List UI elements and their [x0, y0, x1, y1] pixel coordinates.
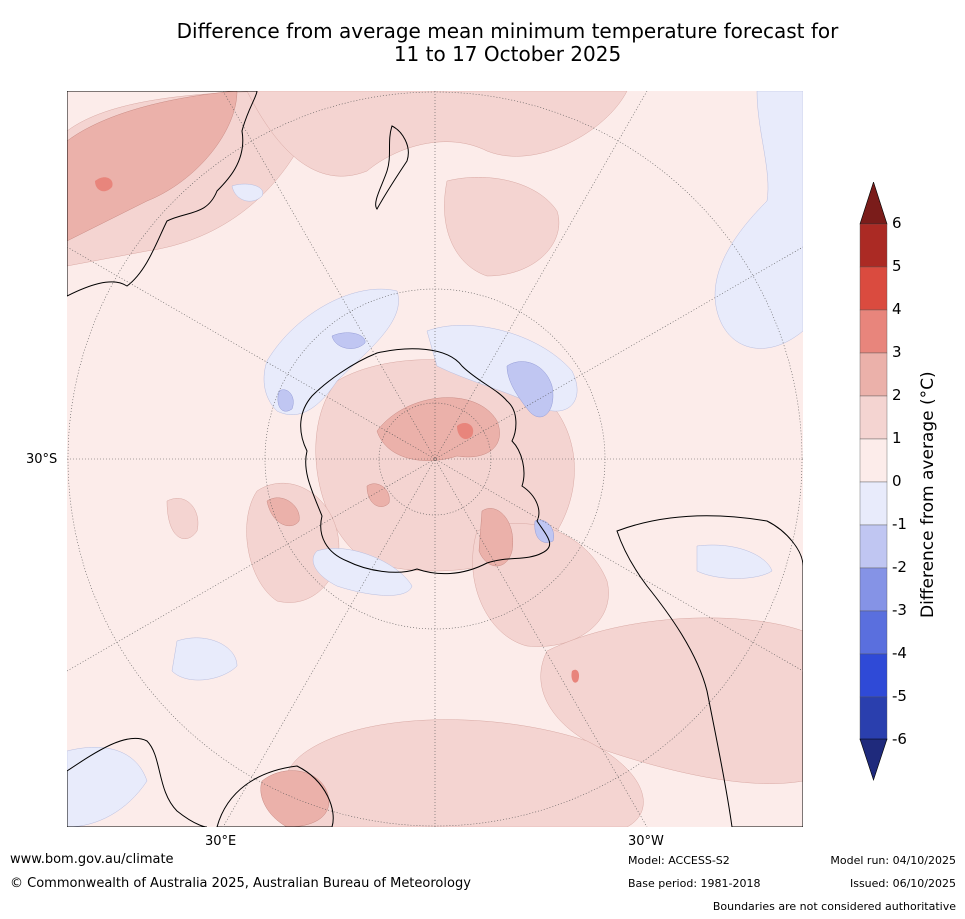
south-america-coastline [616, 515, 803, 827]
title-line-2: 11 to 17 October 2025 [393, 42, 622, 66]
anomaly-2-to-3-areas [67, 91, 514, 827]
anomaly-area-east-coast-cool [312, 548, 413, 596]
colorbar-tick-label: -5 [892, 687, 907, 705]
anomaly-1-to-2-areas [67, 91, 803, 827]
meridian-c [222, 91, 648, 827]
antarctica-coastline [300, 348, 551, 575]
new-zealand-coastline [375, 125, 409, 210]
anomaly-area-madagascar-warm [260, 770, 330, 827]
anomaly-area-ross-cold [331, 332, 366, 349]
footer-issued: Issued: 06/10/2025 [849, 877, 956, 890]
colorbar-band-m2_to_m1 [859, 524, 888, 569]
anomaly-area-amundsen-cold [506, 361, 554, 418]
colorbar-band-4_to_5 [859, 266, 888, 311]
colorbar-band-m1_to_0 [859, 481, 888, 526]
footer-disclaimer: Boundaries are not considered authoritat… [712, 900, 956, 913]
anomaly-area-weddell-warm [478, 508, 514, 567]
colorbar-band-3_to_4 [859, 309, 888, 354]
map-title: Difference from average mean minimum tem… [60, 20, 955, 66]
australia-coastline [67, 91, 258, 297]
colorbar-band-2_to_3 [859, 352, 888, 397]
colorbar-extend-high [859, 182, 888, 225]
footer-copyright: © Commonwealth of Australia 2025, Austra… [10, 876, 471, 891]
colorbar-tick-label: -4 [892, 644, 907, 662]
colorbar-extend-low [859, 738, 888, 781]
meridian-a [67, 246, 803, 672]
latitude-label-30s: 30°S [26, 452, 58, 467]
colorbar-band-m3_to_m2 [859, 567, 888, 612]
anomaly-area-high-nw [67, 91, 238, 242]
colorbar-band-m6_to_m5 [859, 696, 888, 741]
footer-model: Model: ACCESS-S2 [628, 854, 730, 867]
anomaly-area-polar-plateau [376, 397, 500, 461]
anomaly-minus1-to-0-areas [67, 91, 803, 827]
anomaly-area-coast-cold [277, 389, 294, 412]
anomaly-area-east-antarctic-coast [246, 482, 340, 603]
graticule [67, 91, 803, 827]
colorbar [859, 182, 888, 781]
colorbar-band-5_to_6 [859, 223, 888, 268]
anomaly-area-south-atlantic [540, 617, 803, 784]
anomaly-area-coast-warm [266, 497, 300, 526]
anomaly-area-small-patch [166, 498, 199, 540]
colorbar-tick-label: 4 [892, 300, 902, 318]
temperature-anomaly-map [67, 91, 803, 827]
colorbar-band-1_to_2 [859, 395, 888, 440]
anomaly-area-south-pacific [444, 177, 560, 277]
colorbar-bands [859, 223, 888, 741]
anomaly-area-east-pacific-cool [714, 91, 803, 349]
anomaly-area-australia-cool [231, 183, 264, 202]
map-canvas [67, 91, 803, 827]
colorbar-tick-label: 3 [892, 343, 902, 361]
colorbar-tick-label: 0 [892, 472, 902, 490]
meridian-d [222, 91, 648, 827]
footer-url[interactable]: www.bom.gov.au/climate [10, 852, 174, 867]
anomaly-area-hot-atlantic [571, 669, 580, 683]
colorbar-tick-label: 5 [892, 257, 902, 275]
anomaly-area-tasman [246, 91, 628, 177]
colorbar-tick-label: 6 [892, 214, 902, 232]
africa-coastline [67, 737, 334, 827]
anomaly-3-to-4-areas [95, 177, 580, 683]
colorbar-band-m4_to_m3 [859, 610, 888, 655]
anomaly-area-africa-cool [67, 747, 148, 827]
meridian-b [67, 246, 803, 672]
anomaly-area-indian-cool [171, 637, 238, 681]
longitude-label-30e: 30°E [205, 834, 237, 849]
title-line-1: Difference from average mean minimum tem… [176, 19, 839, 43]
colorbar-band-m5_to_m4 [859, 653, 888, 698]
anomaly-area-hot-plateau [457, 422, 474, 440]
anomaly-minus2-to-minus1-areas [277, 332, 555, 543]
colorbar-tick-label: -6 [892, 730, 907, 748]
anomaly-area-interior-warm [366, 483, 390, 507]
footer-base-period: Base period: 1981-2018 [628, 877, 761, 890]
footer-model-run: Model run: 04/10/2025 [830, 854, 956, 867]
longitude-label-30w: 30°W [628, 834, 664, 849]
colorbar-tick-label: -1 [892, 515, 907, 533]
colorbar-tick-label: 2 [892, 386, 902, 404]
anomaly-area-hot-nw [95, 177, 113, 192]
colorbar-title: Difference from average (°C) [918, 371, 938, 618]
colorbar-band-0_to_1 [859, 438, 888, 483]
anomaly-area-ross-sea-cool [263, 288, 399, 415]
colorbar-tick-label: -2 [892, 558, 907, 576]
colorbar-tick-label: 1 [892, 429, 902, 447]
colorbar-tick-label: -3 [892, 601, 907, 619]
anomaly-area-south-america-cool [696, 544, 773, 579]
